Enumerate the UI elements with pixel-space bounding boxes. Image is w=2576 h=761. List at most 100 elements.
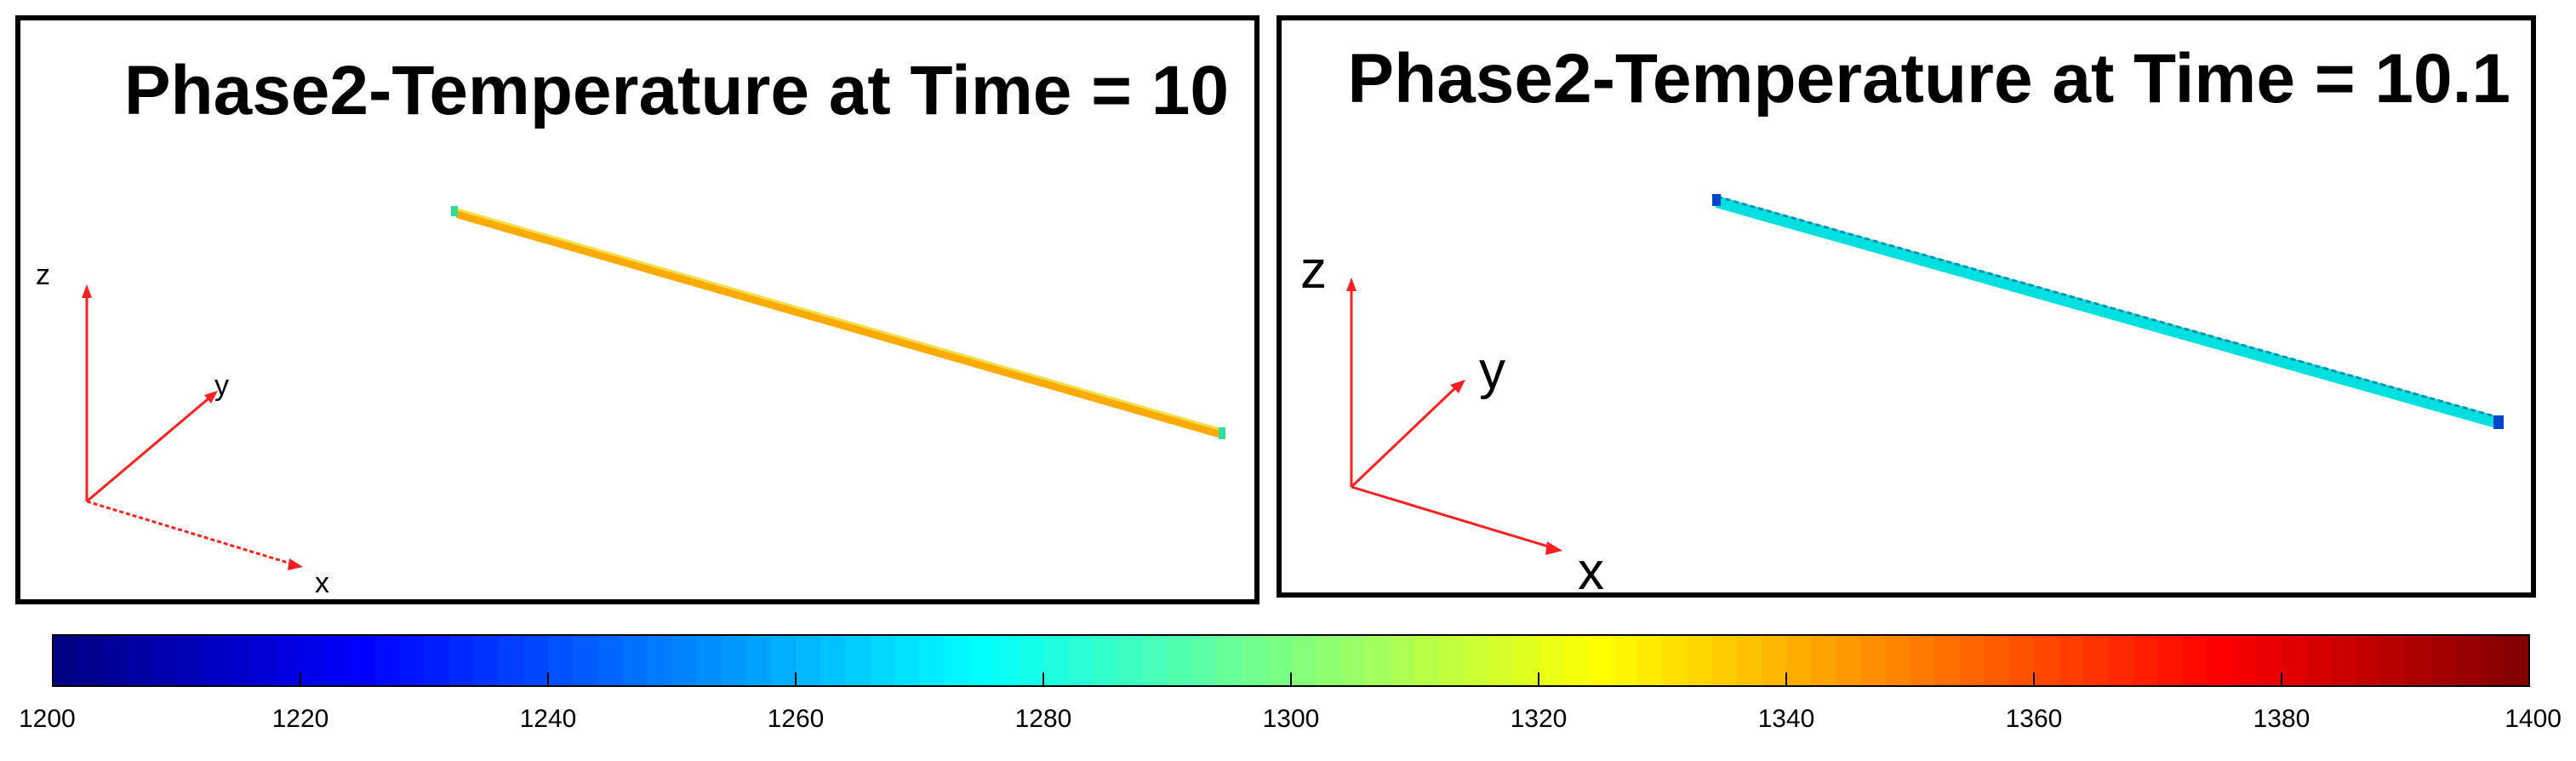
colorbar-swatch <box>448 635 475 686</box>
colorbar-swatch <box>1761 635 1787 686</box>
colorbar-swatch <box>2207 635 2233 686</box>
colorbar-swatch <box>250 635 277 686</box>
x-axis-label: x <box>1578 542 1604 592</box>
colorbar-swatch <box>2380 635 2407 686</box>
y-axis-line <box>86 393 214 503</box>
colorbar-swatch <box>1934 635 1961 686</box>
colorbar-swatch <box>1464 635 1490 686</box>
colorbar-tick-label: 1300 <box>1263 705 1320 733</box>
colorbar-swatch <box>770 635 797 686</box>
colorbar-swatch <box>1786 635 1812 686</box>
colorbar-tick-label: 1380 <box>2253 705 2310 733</box>
colorbar-swatch <box>424 635 450 686</box>
colorbar-swatch <box>151 635 178 686</box>
colorbar-swatch <box>1414 635 1441 686</box>
colorbar-swatch <box>2331 635 2356 686</box>
z-axis-label: z <box>1300 241 1327 300</box>
colorbar-swatch <box>1191 635 1218 686</box>
colorbar-swatch <box>894 635 921 686</box>
axis-triad: z y x <box>36 259 329 599</box>
colorbar-tick-label: 1400 <box>2505 705 2562 733</box>
colorbar-swatch <box>226 635 252 686</box>
colorbar-ticks: 1200 1220 1240 1260 1280 1300 1320 1340 1360 1380… <box>19 672 2562 733</box>
colorbar-swatch <box>53 635 78 686</box>
colorbar-swatch <box>1488 635 1515 686</box>
colorbar-swatch <box>1637 635 1664 686</box>
colorbar-tick-label: 1240 <box>520 705 577 733</box>
rod-temperature-field <box>1712 194 2504 429</box>
colorbar-swatch <box>2504 635 2530 686</box>
colorbar-swatch <box>1117 635 1143 686</box>
colorbar-swatch <box>201 635 227 686</box>
colorbar-swatch <box>127 635 152 686</box>
colorbar-swatch <box>1093 635 1118 686</box>
colorbar-swatch <box>2008 635 2035 686</box>
colorbar-swatch <box>622 635 648 686</box>
y-axis-line <box>1350 383 1460 489</box>
colorbar-swatch <box>498 635 524 686</box>
colorbar-swatch <box>2182 635 2208 686</box>
x-axis-arrowhead <box>1545 541 1562 555</box>
rod-temperature-field <box>451 206 1225 439</box>
colorbar-swatch <box>944 635 970 686</box>
axis-triad: z y x <box>1300 241 1604 592</box>
z-axis-arrowhead <box>1346 278 1357 291</box>
panel-time-10: Phase2-Temperature at Time = 10 z y x <box>15 15 1259 604</box>
colorbar-swatch <box>1736 635 1762 686</box>
colorbar-swatch <box>1563 635 1589 686</box>
colorbar-swatch <box>1687 635 1713 686</box>
colorbar-swatch <box>1613 635 1638 686</box>
colorbar-swatch <box>647 635 673 686</box>
colorbar-tick-label: 1340 <box>1758 705 1815 733</box>
colorbar-swatch <box>1984 635 2010 686</box>
colorbar-tick-label: 1320 <box>1511 705 1568 733</box>
colorbar-swatch <box>1439 635 1465 686</box>
colorbar-swatch <box>1885 635 1911 686</box>
colorbar-swatch <box>2282 635 2307 686</box>
colorbar-swatch <box>1265 635 1292 686</box>
colorbar-swatch <box>1836 635 1861 686</box>
colorbar-swatch <box>1340 635 1366 686</box>
z-axis-arrowhead <box>82 284 92 298</box>
colorbar-swatch <box>845 635 871 686</box>
rod-body <box>454 208 1224 439</box>
colorbar-swatch <box>1959 635 1985 686</box>
rod-end-cap <box>1219 427 1225 439</box>
colorbar-swatch <box>919 635 945 686</box>
colorbar-tick-label: 1360 <box>2006 705 2063 733</box>
x-axis-line <box>86 500 297 567</box>
colorbar-swatch <box>523 635 549 686</box>
colorbar-swatch <box>870 635 895 686</box>
colorbar-swatch <box>1539 635 1564 686</box>
colorbar-swatch <box>77 635 103 686</box>
colorbar-tick-label: 1280 <box>1015 705 1072 733</box>
colorbar-swatch <box>473 635 500 686</box>
colorbar-swatch <box>2405 635 2431 686</box>
colorbar-swatch <box>2256 635 2282 686</box>
colorbar-swatch <box>2306 635 2332 686</box>
colorbar-tick-label: 1260 <box>768 705 825 733</box>
colorbar-swatch <box>1365 635 1391 686</box>
colorbar-swatch <box>548 635 574 686</box>
colorbar-swatch <box>1018 635 1044 686</box>
colorbar-tick-label: 1220 <box>272 705 329 733</box>
colorbar-swatch <box>671 635 698 686</box>
y-axis-label: y <box>214 369 229 402</box>
y-axis-arrowhead <box>1450 380 1465 393</box>
colorbar-swatch <box>350 635 375 686</box>
x-axis-label: x <box>315 567 329 599</box>
colorbar-swatch <box>2430 635 2456 686</box>
colorbar-swatch <box>2231 635 2258 686</box>
y-axis-arrowhead <box>204 391 218 403</box>
colorbar-swatch <box>275 635 301 686</box>
colorbar-swatch <box>102 635 128 686</box>
x-axis-line <box>1351 485 1555 550</box>
colorbar-swatch <box>1513 635 1539 686</box>
colorbar-swatch <box>2133 635 2159 686</box>
colorbar-swatch <box>1711 635 1738 686</box>
colorbar-swatch <box>1241 635 1267 686</box>
z-axis-label: z <box>36 259 50 291</box>
scene-3d-view: z y x <box>1300 194 2504 592</box>
colorbar-swatch <box>1291 635 1317 686</box>
colorbar-swatch <box>2479 635 2505 686</box>
